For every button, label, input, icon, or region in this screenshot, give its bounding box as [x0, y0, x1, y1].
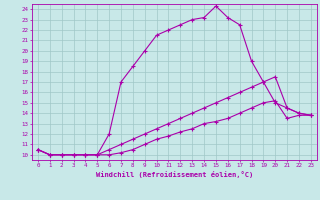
- X-axis label: Windchill (Refroidissement éolien,°C): Windchill (Refroidissement éolien,°C): [96, 171, 253, 178]
